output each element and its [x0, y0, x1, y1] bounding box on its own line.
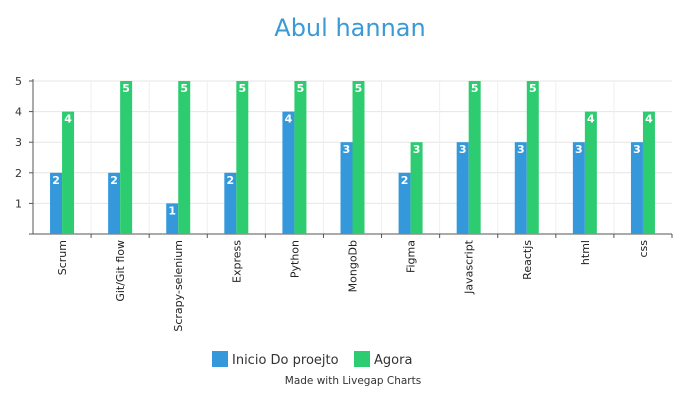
bar-agora[interactable] [62, 111, 75, 234]
y-axis-ticks: 1 2 3 4 5 [15, 75, 33, 210]
bar-agora[interactable] [410, 142, 423, 234]
x-tick-label: Javascript [463, 239, 476, 295]
bar-data-label: 3 [633, 143, 641, 156]
bar-data-label: 5 [180, 82, 188, 95]
x-tick-label: Python [288, 240, 301, 278]
bar-data-label: 2 [401, 174, 409, 187]
bar-data-label: 3 [575, 143, 583, 156]
bar-inicio[interactable] [514, 142, 527, 234]
bar-data-label: 1 [168, 204, 176, 217]
bar-inicio[interactable] [282, 111, 295, 234]
bar-agora[interactable] [526, 81, 539, 234]
bar-data-label: 5 [471, 82, 479, 95]
bar-agora[interactable] [468, 81, 481, 234]
legend-label: Agora [374, 353, 412, 368]
bar-agora[interactable] [352, 81, 365, 234]
legend-swatch [354, 351, 370, 367]
x-tick-label: MongoDb [347, 240, 360, 292]
bar-data-label: 3 [459, 143, 467, 156]
bar-agora[interactable] [178, 81, 191, 234]
bar-agora[interactable] [642, 111, 655, 234]
bar-inicio[interactable] [224, 172, 237, 234]
x-tick-label: Reactjs [521, 240, 534, 280]
bar-inicio[interactable] [456, 142, 469, 234]
bar-data-label: 3 [517, 143, 525, 156]
bar-data-label: 4 [645, 113, 653, 126]
legend-item-inicio[interactable]: Inicio Do proejto [212, 351, 339, 368]
legend-item-agora[interactable]: Agora [354, 351, 412, 368]
bar-agora[interactable] [584, 111, 597, 234]
bar-agora[interactable] [294, 81, 307, 234]
x-axis-ticks: Scrum Git/Git flow Scrapy-selenium Express P… [56, 234, 673, 332]
x-tick-label: Figma [405, 240, 418, 273]
bar-agora[interactable] [236, 81, 249, 234]
credit-text: Made with Livegap Charts [285, 375, 421, 387]
bar-data-label: 3 [413, 143, 421, 156]
x-tick-label: Scrapy-selenium [172, 240, 185, 332]
y-tick-label: 5 [15, 75, 22, 88]
bar-inicio[interactable] [630, 142, 643, 234]
x-tick-label: Scrum [56, 240, 69, 275]
bar-agora[interactable] [120, 81, 133, 234]
bars: 2 4 2 5 1 5 2 5 4 5 3 5 2 3 3 5 3 5 3 4 3 4 [50, 81, 655, 234]
bar-data-label: 3 [343, 143, 351, 156]
x-tick-label: css [637, 240, 650, 258]
bar-data-label: 4 [64, 113, 72, 126]
y-tick-label: 3 [15, 136, 22, 149]
x-tick-label: Express [230, 240, 243, 283]
bar-data-label: 2 [110, 174, 118, 187]
bar-inicio[interactable] [572, 142, 585, 234]
bar-data-label: 5 [355, 82, 363, 95]
bar-inicio[interactable] [166, 203, 179, 234]
bar-inicio[interactable] [50, 172, 63, 234]
bar-data-label: 4 [285, 113, 293, 126]
bar-data-label: 5 [122, 82, 130, 95]
y-tick-label: 4 [15, 106, 22, 119]
bar-data-label: 5 [529, 82, 537, 95]
bar-inicio[interactable] [340, 142, 353, 234]
x-tick-label: Git/Git flow [114, 240, 127, 302]
chart-title: Abul hannan [274, 14, 425, 42]
bar-data-label: 2 [226, 174, 234, 187]
bar-data-label: 5 [297, 82, 305, 95]
legend[interactable]: Inicio Do proejto Agora [212, 351, 412, 368]
bar-inicio[interactable] [108, 172, 121, 234]
bar-data-label: 4 [587, 113, 595, 126]
bar-data-label: 5 [238, 82, 246, 95]
y-tick-label: 2 [15, 167, 22, 180]
bar-inicio[interactable] [398, 172, 411, 234]
legend-swatch [212, 351, 228, 367]
x-tick-label: html [579, 240, 592, 265]
y-tick-label: 1 [15, 197, 22, 210]
legend-label: Inicio Do proejto [232, 353, 339, 368]
bar-data-label: 2 [52, 174, 60, 187]
